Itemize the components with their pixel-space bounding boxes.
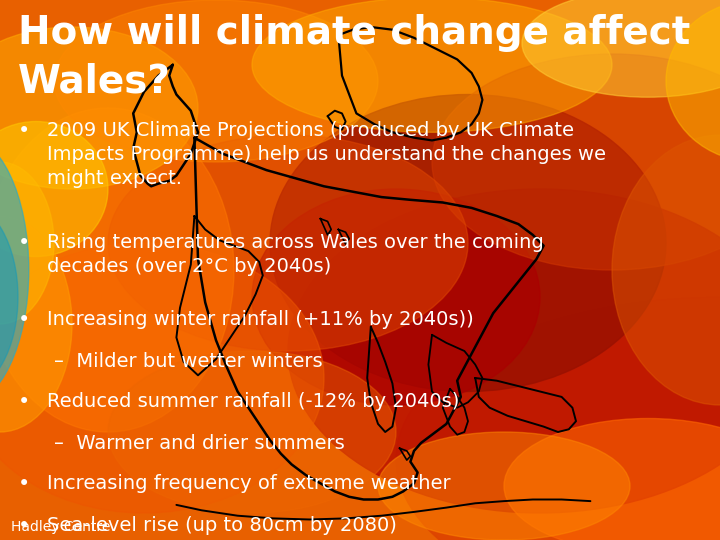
Text: How will climate change affect: How will climate change affect xyxy=(18,14,690,51)
Ellipse shape xyxy=(0,135,29,405)
Text: •: • xyxy=(18,516,30,536)
Text: Wales?: Wales? xyxy=(18,62,171,100)
Ellipse shape xyxy=(504,418,720,540)
Text: •: • xyxy=(18,233,30,253)
Ellipse shape xyxy=(378,432,630,540)
Ellipse shape xyxy=(108,135,468,351)
Ellipse shape xyxy=(54,0,378,162)
Ellipse shape xyxy=(0,162,54,324)
Ellipse shape xyxy=(252,189,540,405)
Text: –  Milder but wetter winters: – Milder but wetter winters xyxy=(54,352,323,370)
Text: Sea-level rise (up to 80cm by 2080): Sea-level rise (up to 80cm by 2080) xyxy=(47,516,397,535)
Text: Increasing frequency of extreme weather: Increasing frequency of extreme weather xyxy=(47,474,451,493)
Text: Hadley Centre: Hadley Centre xyxy=(11,519,110,534)
Ellipse shape xyxy=(666,0,720,162)
Text: •: • xyxy=(18,474,30,494)
Ellipse shape xyxy=(432,54,720,270)
Ellipse shape xyxy=(0,108,234,432)
Ellipse shape xyxy=(270,94,666,392)
Ellipse shape xyxy=(522,0,720,97)
Text: •: • xyxy=(18,310,30,330)
Ellipse shape xyxy=(0,216,72,432)
Text: Increasing winter rainfall (+11% by 2040s)): Increasing winter rainfall (+11% by 2040… xyxy=(47,310,474,329)
Ellipse shape xyxy=(0,27,198,189)
Ellipse shape xyxy=(0,122,108,256)
Ellipse shape xyxy=(252,0,612,132)
Text: –  Warmer and drier summers: – Warmer and drier summers xyxy=(54,434,345,453)
Text: Rising temperatures across Wales over the coming
decades (over 2°C by 2040s): Rising temperatures across Wales over th… xyxy=(47,233,544,276)
Text: 2009 UK Climate Projections (produced by UK Climate
Impacts Programme) help us u: 2009 UK Climate Projections (produced by… xyxy=(47,122,606,187)
Text: Reduced summer rainfall (-12% by 2040s): Reduced summer rainfall (-12% by 2040s) xyxy=(47,392,459,411)
Text: •: • xyxy=(18,122,30,141)
Ellipse shape xyxy=(108,351,396,513)
Ellipse shape xyxy=(0,243,324,513)
Ellipse shape xyxy=(612,135,720,405)
Ellipse shape xyxy=(0,202,18,392)
Ellipse shape xyxy=(396,297,720,540)
Ellipse shape xyxy=(288,189,720,513)
Text: •: • xyxy=(18,392,30,412)
